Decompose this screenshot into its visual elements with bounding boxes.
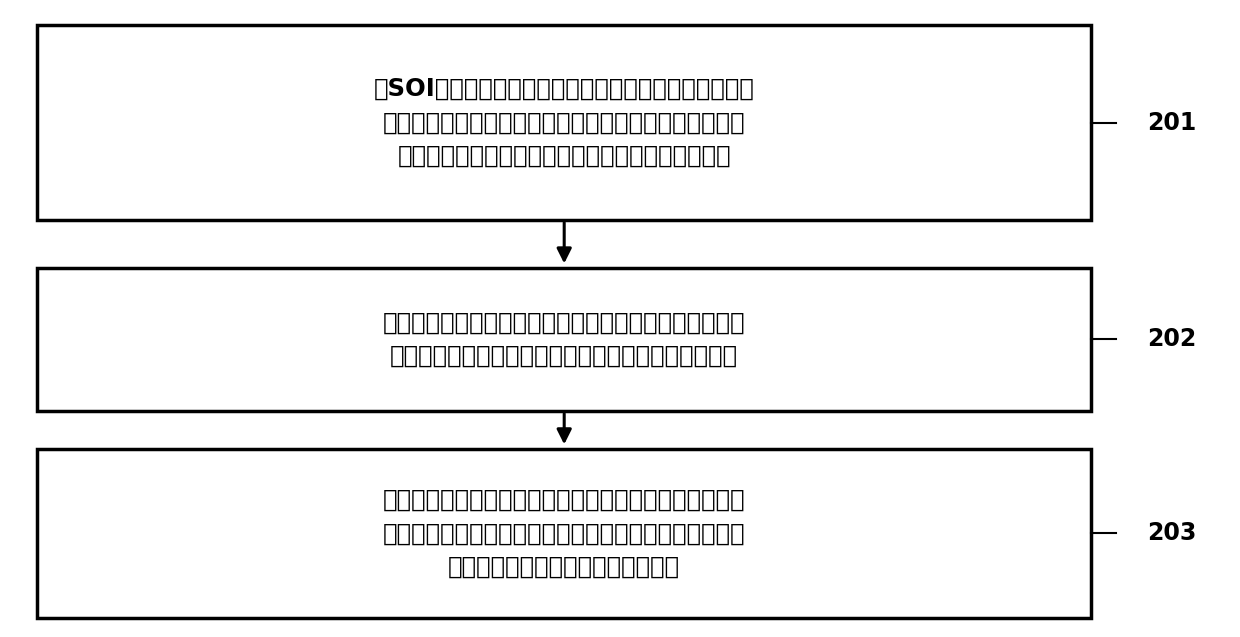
FancyBboxPatch shape xyxy=(37,268,1091,411)
Text: 201: 201 xyxy=(1147,111,1197,134)
Text: 202: 202 xyxy=(1147,327,1197,351)
Text: 对SOI衬底的顶层硅采用电子束光刻、感应耦合等离子体
刻蚀和硅湿法腐蚀方法制作出硅源极欧姆导电台阶，硅漏
极欧姆导电台阶、硅库仑岛和侧栅电极欧姆导电台阶: 对SOI衬底的顶层硅采用电子束光刻、感应耦合等离子体 刻蚀和硅湿法腐蚀方法制作出… xyxy=(373,77,755,168)
Text: 热氧化硅源极欧姆导电台阶，硅漏极欧姆导电台阶、硅库
仑岛和侧栅电极欧姆导电台阶表面，形成氧化物绝缘层: 热氧化硅源极欧姆导电台阶，硅漏极欧姆导电台阶、硅库 仑岛和侧栅电极欧姆导电台阶表… xyxy=(383,310,745,368)
Text: 采用电子束光刻、金属淀积和剥离、热退火，在硅源极欧
姆导电台阶、硅漏极欧姆导电台阶、硅库仑岛和硅侧栅电
极欧姆导电台阶上实现欧姆电极接触: 采用电子束光刻、金属淀积和剥离、热退火，在硅源极欧 姆导电台阶、硅漏极欧姆导电台… xyxy=(383,488,745,579)
Text: 203: 203 xyxy=(1147,522,1197,545)
FancyBboxPatch shape xyxy=(37,25,1091,220)
FancyBboxPatch shape xyxy=(37,449,1091,618)
